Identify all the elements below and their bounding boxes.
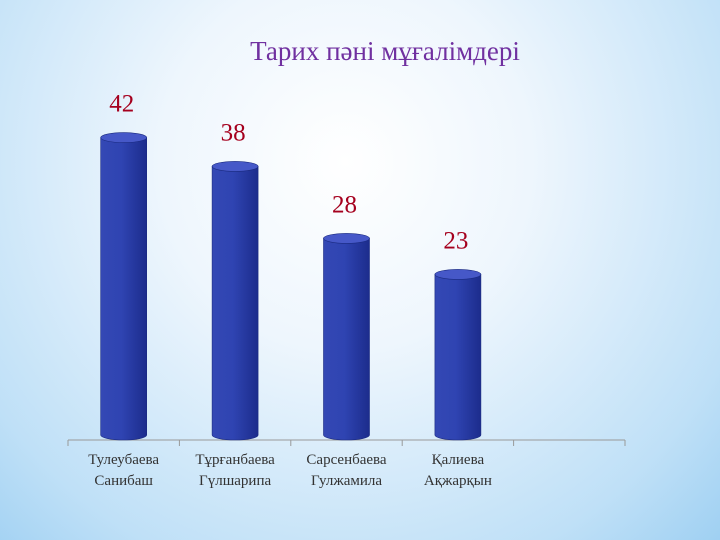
value-label: 28 (332, 191, 357, 218)
x-tick-label: Қалиева Ақжарқын (423, 452, 492, 489)
x-tick-label: Тұрғанбаева Гүлшарипа (195, 452, 275, 489)
x-tick-label: Сарсенбаева Гулжамила (306, 452, 387, 489)
value-label: 38 (221, 119, 246, 146)
bar-top (323, 233, 370, 244)
bar-top (100, 132, 147, 143)
bar (211, 166, 259, 441)
bar (323, 238, 370, 441)
value-label: 23 (443, 227, 468, 254)
x-tick-label: Тулеубаева Санибаш (88, 452, 160, 489)
bar-top (211, 161, 259, 172)
value-label: 42 (109, 91, 134, 118)
bar (434, 274, 482, 441)
bar-top (434, 269, 482, 280)
chart-title: Тарих пәні мұғалімдері (250, 36, 520, 66)
bar (100, 137, 147, 441)
